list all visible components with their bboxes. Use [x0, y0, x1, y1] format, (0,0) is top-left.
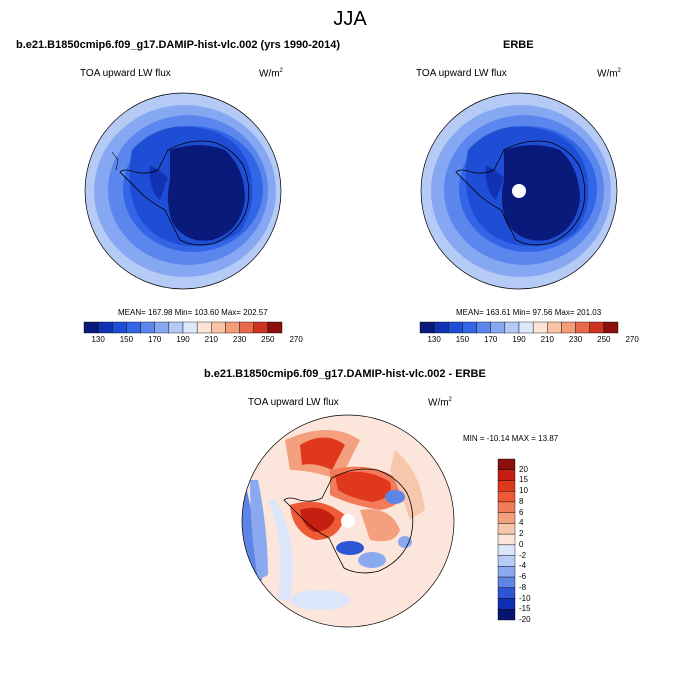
- diff-colorbar-tick-label: -15: [519, 604, 531, 614]
- obs-colorbar: [419, 321, 619, 334]
- diff-colorbar-tick-label: -8: [519, 582, 527, 592]
- diff-colorbar-box: [497, 598, 516, 610]
- obs-colorbar-tick-label: 130: [427, 335, 441, 344]
- model-variable-label: TOA upward LW flux: [80, 68, 171, 79]
- model-colorbar-box: [182, 321, 198, 334]
- obs-colorbar-box: [518, 321, 534, 334]
- diff-colorbar-tick-label: -4: [519, 561, 527, 571]
- model-colorbar-box: [140, 321, 155, 334]
- obs-colorbar-box: [603, 321, 619, 334]
- obs-colorbar-box: [589, 321, 605, 334]
- obs-colorbar-tick-label: 210: [540, 335, 554, 344]
- diff-colorbar-tick-label: 6: [519, 507, 524, 517]
- model-colorbar-tick-label: 150: [119, 335, 134, 344]
- model-panel-header: b.e21.B1850cmip6.f09_g17.DAMIP-hist-vlc.…: [16, 39, 341, 51]
- model-colorbar-box: [267, 321, 283, 334]
- diff-panel-header: b.e21.B1850cmip6.f09_g17.DAMIP-hist-vlc.…: [204, 368, 486, 380]
- model-colorbar-tick-label: 270: [289, 335, 303, 344]
- model-colorbar: [83, 321, 283, 334]
- obs-map-border: [420, 92, 618, 290]
- diff-colorbar-box: [497, 576, 516, 588]
- diff-colorbar-tick-label: -20: [519, 615, 531, 624]
- obs-colorbar-tick-label: 170: [484, 335, 498, 344]
- diff-colorbar-box: [497, 501, 516, 513]
- model-colorbar-box: [239, 321, 254, 334]
- obs-polar-map: [421, 93, 617, 289]
- obs-variable-label: TOA upward LW flux: [416, 68, 507, 79]
- obs-colorbar-tick-label: 270: [625, 335, 639, 344]
- diff-colorbar-box: [497, 544, 516, 556]
- diff-colorbar-tick-label: -10: [519, 593, 531, 603]
- diff-variable-label: TOA upward LW flux: [248, 397, 339, 408]
- model-colorbar-tick-label: 170: [148, 335, 162, 344]
- diff-colorbar: [497, 458, 516, 621]
- obs-panel-header: ERBE: [503, 39, 534, 51]
- diff-colorbar-box: [497, 566, 516, 578]
- diff-stats: MIN = -10.14 MAX = 13.87: [463, 434, 559, 443]
- diff-colorbar-tick-label: 4: [519, 518, 524, 528]
- obs-colorbar-box: [561, 321, 576, 334]
- model-units-label: W/m2: [259, 68, 283, 80]
- diff-colorbar-box: [497, 480, 516, 492]
- diff-colorbar-tick-label: 0: [519, 539, 524, 549]
- diff-units-label: W/m2: [428, 397, 452, 409]
- obs-units-label: W/m2: [597, 68, 621, 80]
- model-colorbar-box: [97, 321, 113, 334]
- obs-colorbar-box: [504, 321, 520, 334]
- diff-colorbar-box: [497, 523, 516, 535]
- model-colorbar-tick-label: 210: [204, 335, 218, 344]
- diff-colorbar-box: [497, 458, 516, 470]
- obs-colorbar-tick-label: 190: [512, 335, 526, 344]
- obs-colorbar-box: [490, 321, 506, 334]
- model-colorbar-tick-label: 230: [232, 335, 247, 344]
- diff-colorbar-tick-label: -2: [519, 550, 527, 560]
- obs-colorbar-box: [575, 321, 590, 334]
- obs-colorbar-tick-label: 150: [455, 335, 470, 344]
- obs-colorbar-tick-label: 250: [597, 335, 611, 344]
- diff-colorbar-tick-label: 15: [519, 475, 528, 485]
- figure-title: JJA: [333, 8, 367, 30]
- model-colorbar-tick-label: 130: [91, 335, 105, 344]
- model-colorbar-box: [126, 321, 141, 334]
- model-colorbar-box: [83, 321, 99, 334]
- model-colorbar-box: [168, 321, 184, 334]
- diff-colorbar-tick-label: 20: [519, 464, 528, 474]
- diff-colorbar-box: [497, 491, 516, 503]
- obs-colorbar-box: [419, 321, 435, 334]
- obs-colorbar-tick-label: 230: [568, 335, 583, 344]
- obs-colorbar-box: [476, 321, 491, 334]
- model-colorbar-box: [196, 321, 212, 334]
- diff-colorbar-box: [497, 512, 516, 524]
- model-colorbar-tick-label: 250: [261, 335, 275, 344]
- model-polar-map: [85, 93, 281, 289]
- model-colorbar-box: [253, 321, 269, 334]
- diff-colorbar-tick-label: 2: [519, 529, 524, 539]
- obs-colorbar-box: [448, 321, 463, 334]
- obs-colorbar-box: [433, 321, 449, 334]
- obs-colorbar-box: [462, 321, 477, 334]
- obs-stats: MEAN= 163.61 Min= 97.56 Max= 201.03: [456, 308, 602, 317]
- model-colorbar-box: [225, 321, 240, 334]
- obs-colorbar-box: [532, 321, 548, 334]
- diff-polar-map: [242, 415, 454, 627]
- obs-colorbar-box: [547, 321, 562, 334]
- diff-colorbar-box: [497, 587, 516, 599]
- model-map-border: [84, 92, 282, 290]
- diff-colorbar-box: [497, 555, 516, 567]
- model-colorbar-box: [154, 321, 170, 334]
- model-colorbar-box: [211, 321, 226, 334]
- diff-colorbar-tick-label: 10: [519, 486, 528, 496]
- diff-colorbar-tick-label: -6: [519, 572, 527, 582]
- diff-map-border: [241, 414, 455, 628]
- diff-colorbar-box: [497, 469, 516, 481]
- model-colorbar-tick-label: 190: [176, 335, 190, 344]
- model-stats: MEAN= 167.98 Min= 103.60 Max= 202.57: [118, 308, 268, 317]
- diff-colorbar-box: [497, 533, 516, 546]
- diff-colorbar-box: [497, 609, 516, 621]
- diff-colorbar-tick-label: 8: [519, 496, 524, 506]
- model-colorbar-box: [112, 321, 127, 334]
